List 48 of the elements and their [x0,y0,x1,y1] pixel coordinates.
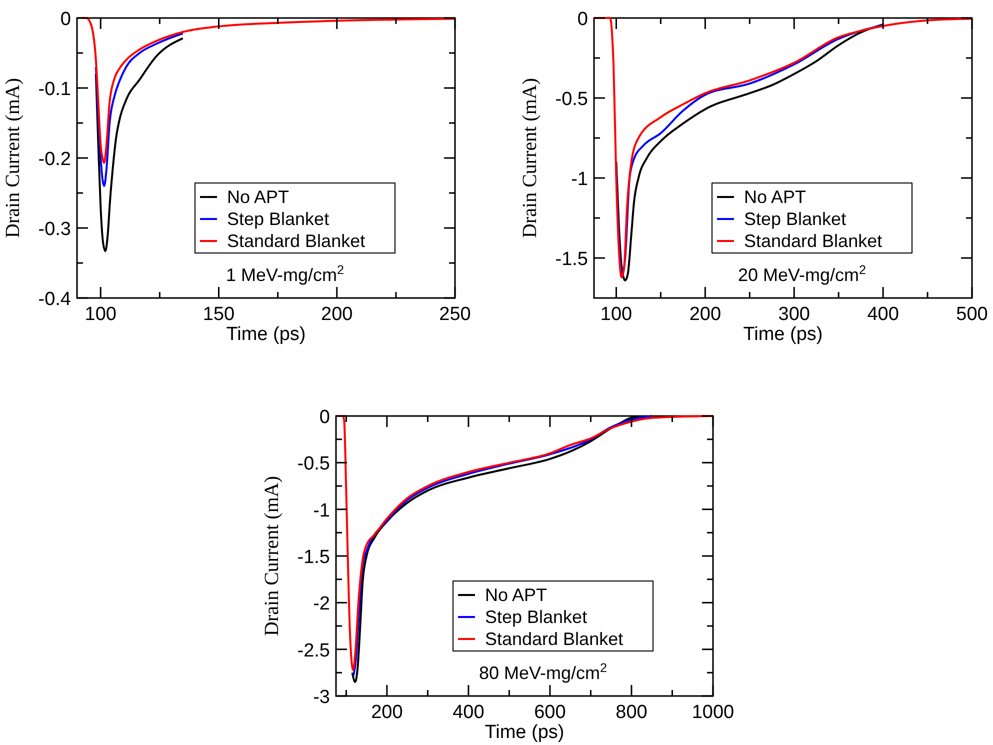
y-tick-label: -0.4 [38,289,72,310]
y-tick-label: -1 [571,169,588,190]
x-tick-label: 150 [202,304,235,325]
x-tick-label: 200 [371,702,403,723]
x-tick-label: 500 [956,304,988,325]
legend-label: No APT [744,187,806,207]
annotation: 1 MeV-mg/cm$^{2}$ [226,263,344,285]
x-tick-label: 250 [439,304,471,325]
x-tick-label: 100 [600,304,632,325]
x-tick-label: 1000 [692,702,734,723]
y-tick-label: -0.2 [38,149,71,170]
y-tick-label: -3 [313,687,330,708]
x-axis-title: Time (ps) [226,324,306,345]
y-tick-label: -1.5 [297,547,330,568]
x-axis-title: Time (ps) [484,722,564,743]
legend-label: Step Blanket [485,607,588,627]
annotation: 80 MeV-mg/cm$^{2}$ [478,661,608,683]
x-tick-label: 800 [616,702,648,723]
y-tick-label: 0 [60,9,71,30]
annotation: 20 MeV-mg/cm$^{2}$ [738,263,866,285]
legend-label: No APT [227,187,290,207]
x-tick-label: 300 [778,304,810,325]
y-tick-label: -0.5 [297,454,330,475]
legend-label: Step Blanket [744,209,846,229]
y-axis-title: Drain Current (mA) [261,476,283,636]
y-tick-label: -0.1 [38,79,71,100]
x-tick-label: 600 [534,702,566,723]
legend-label: Standard Blanket [227,231,366,251]
y-tick-label: -2.5 [297,640,330,662]
y-tick-label: -1.5 [555,249,588,270]
legend-label: No APT [485,585,548,605]
x-tick-label: 400 [452,702,484,723]
x-tick-label: 400 [867,304,899,325]
x-tick-label: 200 [689,304,722,325]
legend-label: Standard Blanket [744,231,882,251]
y-tick-label: 0 [319,407,330,428]
legend-label: Standard Blanket [485,629,624,649]
y-tick-label: 0 [577,9,588,30]
x-axis-title: Time (ps) [743,324,823,345]
legend-label: Step Blanket [227,209,330,229]
y-axis-title: Drain Current (mA) [2,78,24,238]
x-tick-label: 100 [84,304,116,325]
y-tick-label: -1 [313,500,330,522]
y-tick-label: -2 [313,594,330,615]
y-tick-label: -0.3 [38,219,71,240]
y-axis-title: Drain Current (mA) [519,78,541,238]
y-tick-label: -0.5 [555,89,588,110]
x-tick-label: 200 [321,304,353,325]
